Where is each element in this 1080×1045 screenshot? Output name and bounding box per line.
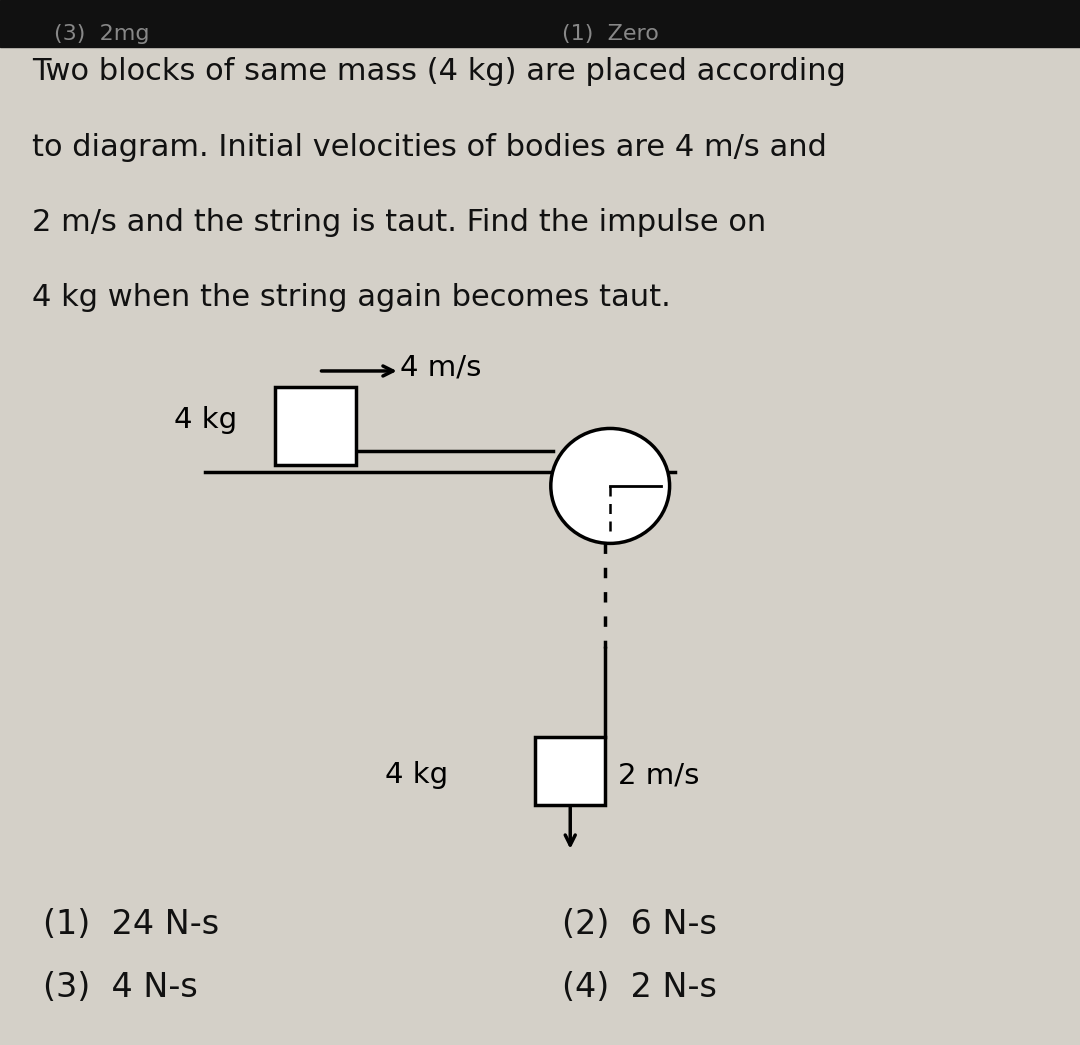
Text: 2 m/s and the string is taut. Find the impulse on: 2 m/s and the string is taut. Find the i… [32, 208, 767, 237]
Text: 4 m/s: 4 m/s [400, 354, 481, 381]
Text: (3)  4 N-s: (3) 4 N-s [43, 971, 198, 1004]
Bar [535, 737, 605, 805]
Text: to diagram. Initial velocities of bodies are 4 m/s and: to diagram. Initial velocities of bodies… [32, 133, 827, 162]
Text: 2 m/s: 2 m/s [618, 762, 699, 789]
Bar [275, 387, 356, 465]
Text: (1)  Zero: (1) Zero [562, 24, 659, 45]
Circle shape [551, 428, 670, 543]
Bar [0, 0, 1080, 47]
Text: (2)  6 N-s: (2) 6 N-s [562, 908, 716, 942]
Text: (4)  2 N-s: (4) 2 N-s [562, 971, 716, 1004]
Text: (1)  24 N-s: (1) 24 N-s [43, 908, 219, 942]
Text: Two blocks of same mass (4 kg) are placed according: Two blocks of same mass (4 kg) are place… [32, 57, 847, 87]
Text: 4 kg: 4 kg [386, 762, 448, 789]
Text: 4 kg when the string again becomes taut.: 4 kg when the string again becomes taut. [32, 283, 671, 312]
Text: (3)  2mg: (3) 2mg [54, 24, 149, 45]
Text: 4 kg: 4 kg [175, 407, 238, 434]
